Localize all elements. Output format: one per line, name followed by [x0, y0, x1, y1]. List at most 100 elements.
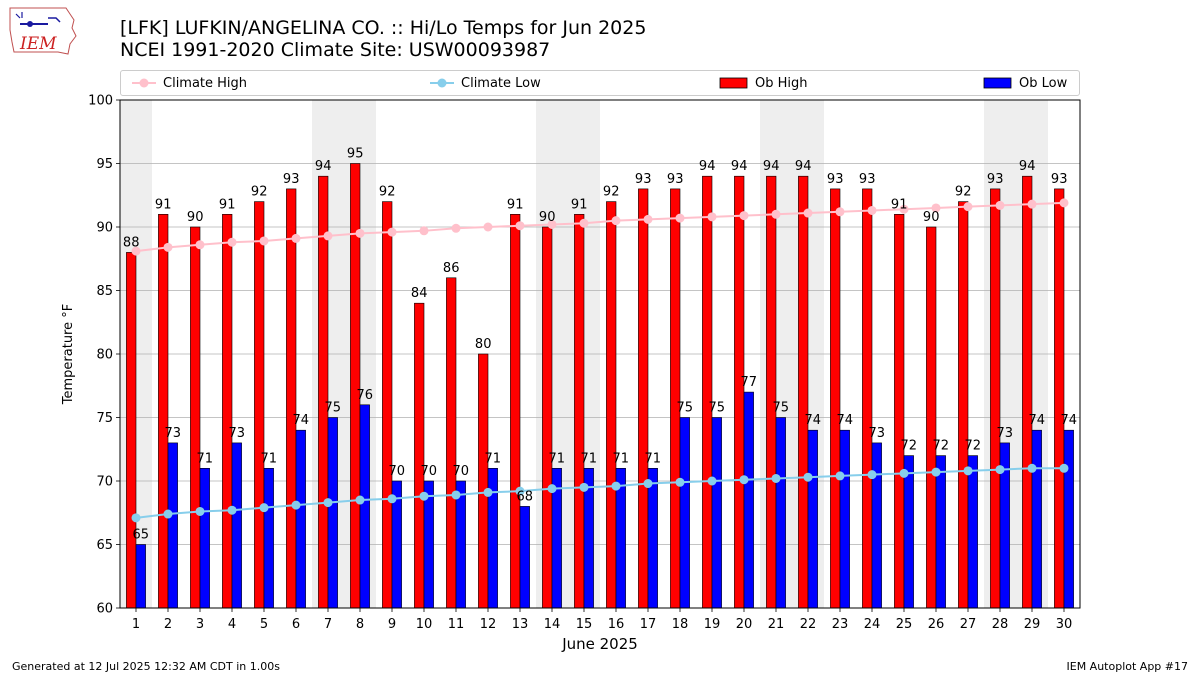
bar-ob-high-18	[670, 188, 681, 609]
label-ob-low-19: 75	[709, 401, 726, 416]
y-tick-label-75: 75	[96, 411, 113, 426]
bar-ob-high-29	[1022, 175, 1033, 609]
label-ob-high-23: 93	[827, 172, 844, 187]
label-ob-high-4: 91	[219, 197, 236, 212]
bar-ob-high-5	[254, 201, 265, 609]
label-ob-low-8: 76	[357, 388, 374, 403]
climate-low-point-26	[931, 467, 941, 477]
climate-low-point-27	[963, 466, 973, 476]
bar-ob-high-17	[638, 188, 649, 609]
bar-ob-low-23	[839, 429, 850, 609]
label-ob-high-5: 92	[251, 185, 268, 200]
climate-low-point-6	[291, 500, 301, 510]
bar-ob-low-15	[583, 467, 594, 609]
x-tick-label-13: 13	[512, 617, 529, 632]
label-ob-high-1: 88	[123, 235, 140, 250]
bar-ob-low-10	[423, 480, 434, 609]
bar-ob-high-7	[318, 175, 329, 609]
climate-high-point-24	[867, 205, 877, 215]
label-ob-low-6: 74	[293, 413, 310, 428]
label-ob-high-8: 95	[347, 147, 364, 162]
label-ob-low-1: 65	[133, 528, 150, 543]
climate-high-point-14	[547, 219, 557, 229]
bar-ob-low-14	[551, 467, 562, 609]
climate-high-line	[135, 201, 1065, 253]
label-ob-low-21: 75	[773, 401, 790, 416]
bar-ob-low-8	[359, 404, 370, 609]
label-ob-high-20: 94	[731, 159, 748, 174]
label-ob-low-2: 73	[165, 426, 182, 441]
y-tick-label-85: 85	[96, 284, 113, 299]
label-ob-low-25: 72	[901, 439, 918, 454]
x-tick-label-9: 9	[388, 617, 396, 632]
legend-climate-high: Climate High	[131, 71, 247, 95]
x-tick-label-19: 19	[704, 617, 721, 632]
bar-ob-low-13	[519, 506, 530, 609]
climate-high-point-30	[1059, 198, 1069, 208]
label-ob-high-21: 94	[763, 159, 780, 174]
label-ob-high-6: 93	[283, 172, 300, 187]
label-ob-low-10: 70	[421, 464, 438, 479]
climate-low-point-9	[387, 494, 397, 504]
climate-high-point-22	[803, 208, 813, 218]
bar-ob-high-11	[446, 277, 457, 609]
iem-logo-text: IEM	[19, 34, 57, 54]
bar-ob-high-1	[126, 252, 137, 609]
label-ob-low-3: 71	[197, 451, 214, 466]
weekend-shade-4	[984, 100, 1048, 608]
climate-high-point-23	[835, 207, 845, 217]
label-ob-high-9: 92	[379, 185, 396, 200]
chart-subtitle: NCEI 1991-2020 Climate Site: USW00093987	[120, 39, 551, 61]
climate-high-point-5	[259, 236, 269, 246]
bar-ob-low-7	[327, 417, 338, 609]
label-ob-low-29: 74	[1029, 413, 1046, 428]
climate-low-point-24	[867, 470, 877, 480]
climate-high-point-25	[899, 204, 909, 214]
bar-ob-low-3	[199, 467, 210, 609]
climate-low-point-4	[227, 505, 237, 515]
legend-ob-high-marker	[719, 77, 748, 89]
climate-low-point-16	[611, 481, 621, 491]
label-ob-low-28: 73	[997, 426, 1014, 441]
climate-low-point-1	[131, 513, 141, 523]
climate-high-point-13	[515, 221, 525, 231]
bar-ob-high-30	[1054, 188, 1065, 609]
label-ob-high-17: 93	[635, 172, 652, 187]
bar-ob-low-20	[743, 391, 754, 609]
climate-high-point-15	[579, 218, 589, 228]
y-tick-label-95: 95	[96, 157, 113, 172]
label-ob-low-4: 73	[229, 426, 246, 441]
label-ob-low-20: 77	[741, 375, 758, 390]
x-tick-label-12: 12	[480, 617, 497, 632]
label-ob-low-26: 72	[933, 439, 950, 454]
x-tick-label-11: 11	[448, 617, 465, 632]
label-ob-high-24: 93	[859, 172, 876, 187]
bar-ob-low-2	[167, 442, 178, 609]
x-tick-label-21: 21	[768, 617, 785, 632]
bar-ob-high-25	[894, 214, 905, 609]
legend-ob-low: Ob Low	[983, 71, 1067, 95]
climate-low-point-8	[355, 495, 365, 505]
bar-ob-low-12	[487, 467, 498, 609]
label-ob-low-22: 74	[805, 413, 822, 428]
climate-high-point-10	[419, 226, 429, 236]
climate-low-point-28	[995, 465, 1005, 475]
x-tick-label-30: 30	[1056, 617, 1073, 632]
x-tick-label-26: 26	[928, 617, 945, 632]
climate-high-point-26	[931, 203, 941, 213]
x-tick-label-5: 5	[260, 617, 268, 632]
x-axis-label: June 2025	[561, 635, 638, 653]
bar-ob-high-3	[190, 226, 201, 609]
label-ob-high-11: 86	[443, 261, 460, 276]
bar-ob-high-28	[990, 188, 1001, 609]
label-ob-high-30: 93	[1051, 172, 1068, 187]
bar-ob-high-12	[478, 353, 489, 609]
x-tick-label-27: 27	[960, 617, 977, 632]
bar-ob-high-19	[702, 175, 713, 609]
climate-low-point-18	[675, 477, 685, 487]
footer-generated: Generated at 12 Jul 2025 12:32 AM CDT in…	[12, 660, 280, 673]
bar-ob-high-21	[766, 175, 777, 609]
bar-ob-low-1	[135, 544, 146, 609]
label-ob-low-11: 70	[453, 464, 470, 479]
